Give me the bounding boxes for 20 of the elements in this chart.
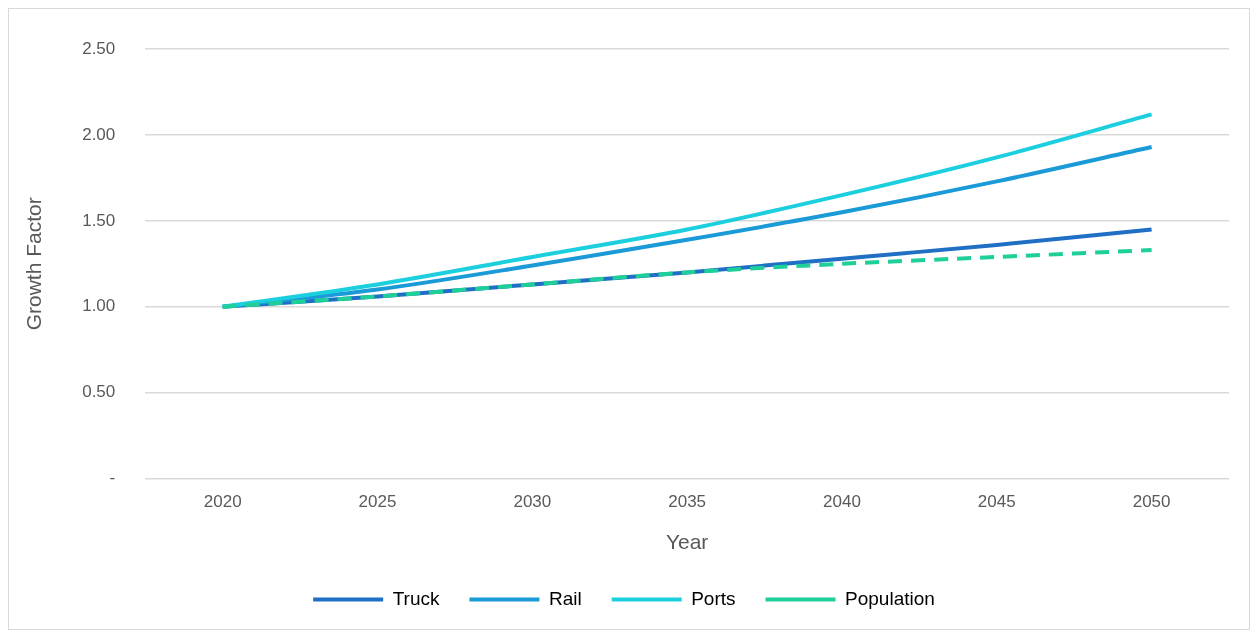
x-tick-label: 2035 (668, 492, 707, 512)
y-axis-title: Growth Factor (22, 197, 46, 331)
x-tick-label: 2020 (203, 492, 242, 512)
x-tick-label: 2025 (358, 492, 397, 512)
legend-label: Population (845, 587, 935, 609)
x-tick-label: 2045 (977, 492, 1016, 512)
x-tick-label: 2030 (513, 492, 552, 512)
line-series (220, 248, 1154, 309)
legend-label: Ports (691, 587, 736, 609)
legend-label: Rail (548, 587, 582, 609)
x-tick-label: 2040 (823, 492, 861, 512)
y-tick-label: 2.00 (82, 124, 116, 144)
y-tick-label: 2.50 (82, 38, 116, 58)
x-axis-title: Year (665, 530, 709, 554)
y-tick-label: 0.50 (82, 382, 116, 402)
y-tick-label: 1.50 (82, 210, 116, 230)
legend-label: Truck (392, 587, 440, 609)
x-tick-label: 2050 (1132, 492, 1171, 512)
y-tick-label: 1.00 (82, 296, 116, 316)
y-tick-label: - (109, 468, 116, 488)
